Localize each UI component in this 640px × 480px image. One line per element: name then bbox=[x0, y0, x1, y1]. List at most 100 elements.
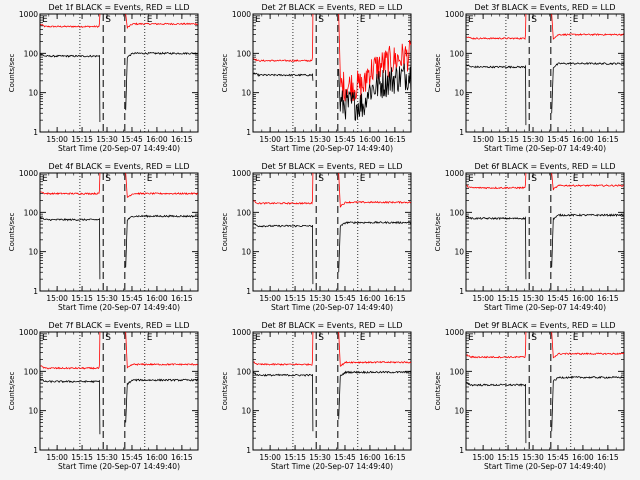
x-tick-label: 15:45 bbox=[547, 294, 569, 303]
events-series-line-post bbox=[338, 220, 412, 273]
y-tick-label: 100 bbox=[24, 367, 39, 376]
x-tick-label: 15:45 bbox=[121, 135, 143, 144]
plot-frame bbox=[465, 13, 625, 133]
marker-label: E bbox=[147, 15, 153, 25]
x-tick-label: 15:30 bbox=[309, 135, 331, 144]
marker-label: E bbox=[255, 333, 261, 343]
x-tick-label: 16:15 bbox=[384, 294, 406, 303]
x-tick-label: 15:15 bbox=[284, 294, 306, 303]
y-tick-label: 100 bbox=[237, 208, 252, 217]
x-tick-label: 16:15 bbox=[597, 453, 619, 462]
marker-label: S bbox=[318, 333, 324, 343]
y-tick-label: 1000 bbox=[445, 328, 464, 337]
y-tick-label: 100 bbox=[24, 208, 39, 217]
x-tick-label: 15:15 bbox=[71, 453, 93, 462]
marker-label: E bbox=[573, 15, 579, 25]
marker-label: E bbox=[255, 15, 261, 25]
x-tick-label: 16:00 bbox=[146, 294, 168, 303]
y-tick-label: 1 bbox=[459, 128, 464, 137]
panel-title: Det 7f BLACK = Events, RED = LLD bbox=[48, 321, 189, 330]
events-series-line-pre bbox=[40, 53, 101, 123]
x-tick-label: 16:00 bbox=[359, 135, 381, 144]
y-tick-label: 100 bbox=[24, 49, 39, 58]
events-series-line-post bbox=[551, 213, 624, 268]
lld-series-line-post bbox=[125, 13, 199, 30]
x-tick-label: 15:45 bbox=[121, 294, 143, 303]
x-axis-label: Start Time (20-Sep-07 14:49:40) bbox=[484, 303, 606, 312]
events-series-line-pre bbox=[40, 216, 101, 280]
lld-series-line-post bbox=[338, 172, 412, 208]
plot-frame bbox=[465, 331, 625, 451]
marker-label: E bbox=[573, 174, 579, 184]
y-tick-label: 10 bbox=[241, 407, 251, 416]
x-tick-label: 15:00 bbox=[472, 135, 494, 144]
marker-label: E bbox=[468, 333, 474, 343]
marker-label: S bbox=[531, 333, 537, 343]
x-tick-label: 16:00 bbox=[359, 453, 381, 462]
y-tick-label: 10 bbox=[454, 248, 464, 257]
y-tick-label: 1000 bbox=[445, 10, 464, 19]
events-series-line-pre bbox=[253, 371, 314, 432]
marker-label: S bbox=[105, 333, 111, 343]
y-tick-label: 10 bbox=[241, 248, 251, 257]
events-series-line-post bbox=[125, 51, 198, 111]
x-tick-label: 15:00 bbox=[46, 135, 68, 144]
y-tick-label: 10 bbox=[454, 407, 464, 416]
x-tick-label: 16:15 bbox=[171, 453, 193, 462]
x-tick-label: 16:15 bbox=[171, 135, 193, 144]
marker-label: S bbox=[531, 174, 537, 184]
x-tick-label: 16:15 bbox=[171, 294, 193, 303]
plot-frame bbox=[39, 13, 199, 133]
marker-label: E bbox=[468, 15, 474, 25]
y-tick-label: 100 bbox=[450, 367, 465, 376]
events-series-line-post bbox=[125, 214, 199, 268]
x-tick-label: 15:30 bbox=[309, 294, 331, 303]
panel-title: Det 2f BLACK = Events, RED = LLD bbox=[261, 3, 402, 12]
lld-series-line-post bbox=[551, 172, 625, 191]
x-tick-label: 15:15 bbox=[284, 135, 306, 144]
panel-4: Det 4f BLACK = Events, RED = LLD 1 10 100 10… bbox=[8, 162, 199, 312]
marker-label: E bbox=[42, 174, 48, 184]
panel-title: Det 9f BLACK = Events, RED = LLD bbox=[474, 321, 615, 330]
x-tick-label: 15:30 bbox=[522, 294, 544, 303]
y-axis-label: Counts/sec bbox=[434, 213, 442, 252]
x-tick-label: 16:00 bbox=[146, 453, 168, 462]
x-axis-label: Start Time (20-Sep-07 14:49:40) bbox=[58, 144, 180, 153]
panel-title: Det 5f BLACK = Events, RED = LLD bbox=[261, 162, 402, 171]
x-tick-label: 15:45 bbox=[334, 294, 356, 303]
marker-label: E bbox=[147, 174, 153, 184]
x-tick-label: 15:15 bbox=[71, 135, 93, 144]
x-axis-label: Start Time (20-Sep-07 14:49:40) bbox=[484, 144, 606, 153]
y-tick-label: 1 bbox=[246, 128, 251, 137]
y-tick-label: 1000 bbox=[232, 169, 251, 178]
events-series-line-pre bbox=[466, 381, 527, 444]
y-tick-label: 10 bbox=[28, 248, 38, 257]
x-tick-label: 15:00 bbox=[472, 453, 494, 462]
lld-series-line-pre bbox=[466, 172, 527, 190]
x-tick-label: 16:15 bbox=[597, 294, 619, 303]
panel-3: Det 3f BLACK = Events, RED = LLD 1 10 100 10… bbox=[434, 3, 625, 153]
plot-frame bbox=[465, 172, 625, 292]
panel-title: Det 1f BLACK = Events, RED = LLD bbox=[48, 3, 189, 12]
y-tick-label: 1000 bbox=[232, 328, 251, 337]
x-tick-label: 15:15 bbox=[71, 294, 93, 303]
lld-series-line-post bbox=[338, 331, 412, 367]
x-tick-label: 15:00 bbox=[46, 453, 68, 462]
x-tick-label: 15:30 bbox=[96, 135, 118, 144]
x-tick-label: 15:45 bbox=[547, 135, 569, 144]
events-series-line-pre bbox=[466, 64, 527, 126]
y-axis-label: Counts/sec bbox=[8, 213, 16, 252]
lld-series-line-pre bbox=[40, 13, 101, 28]
marker-label: E bbox=[468, 174, 474, 184]
panel-9: Det 9f BLACK = Events, RED = LLD 1 10 100 10… bbox=[434, 321, 625, 471]
panel-6: Det 6f BLACK = Events, RED = LLD 1 10 100 10… bbox=[434, 162, 625, 312]
marker-label: E bbox=[573, 333, 579, 343]
x-tick-label: 16:15 bbox=[384, 453, 406, 462]
panel-2: Det 2f BLACK = Events, RED = LLD 1 10 100 10… bbox=[221, 3, 412, 153]
x-tick-label: 16:00 bbox=[572, 453, 594, 462]
x-axis-label: Start Time (20-Sep-07 14:49:40) bbox=[58, 462, 180, 471]
panel-title: Det 8f BLACK = Events, RED = LLD bbox=[261, 321, 402, 330]
plot-frame bbox=[252, 13, 412, 133]
events-series-line-pre bbox=[253, 223, 314, 285]
y-tick-label: 100 bbox=[450, 208, 465, 217]
